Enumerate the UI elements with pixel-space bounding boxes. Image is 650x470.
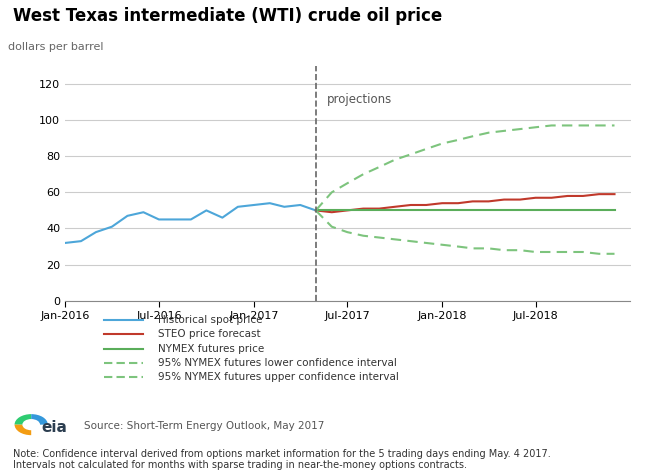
Text: NYMEX futures price: NYMEX futures price	[157, 344, 264, 353]
Text: projections: projections	[327, 93, 392, 106]
Text: STEO price forecast: STEO price forecast	[157, 329, 260, 339]
Text: Note: Confidence interval derived from options market information for the 5 trad: Note: Confidence interval derived from o…	[13, 449, 551, 470]
Text: West Texas intermediate (WTI) crude oil price: West Texas intermediate (WTI) crude oil …	[13, 7, 442, 25]
Wedge shape	[31, 414, 48, 425]
Text: Source: Short-Term Energy Outlook, May 2017: Source: Short-Term Energy Outlook, May 2…	[84, 421, 325, 431]
Wedge shape	[14, 425, 31, 435]
Wedge shape	[14, 414, 31, 425]
Text: 95% NYMEX futures lower confidence interval: 95% NYMEX futures lower confidence inter…	[157, 358, 396, 368]
Text: Historical spot price: Historical spot price	[157, 315, 262, 325]
Text: dollars per barrel: dollars per barrel	[8, 42, 104, 52]
Text: 95% NYMEX futures upper confidence interval: 95% NYMEX futures upper confidence inter…	[157, 372, 398, 383]
Text: eia: eia	[42, 421, 68, 435]
